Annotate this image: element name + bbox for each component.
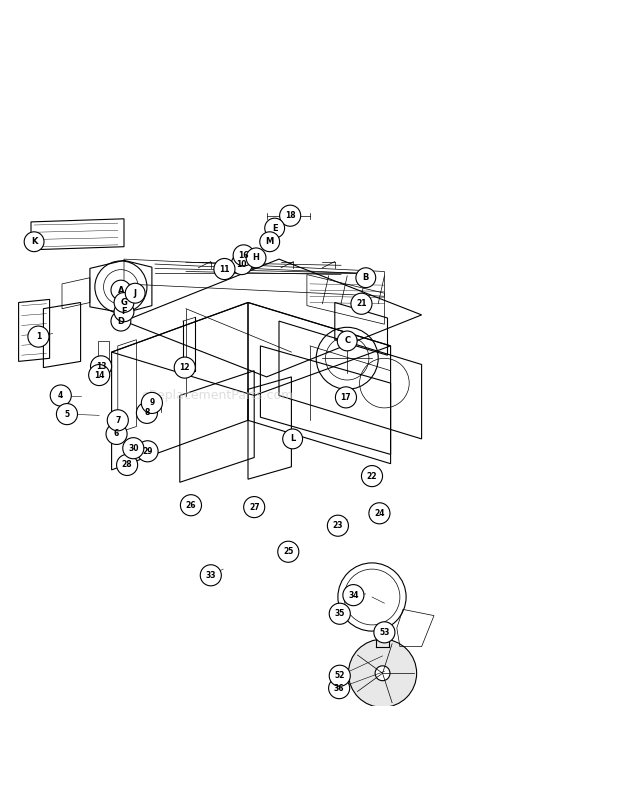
Circle shape [348, 639, 417, 707]
Circle shape [278, 541, 299, 562]
Circle shape [369, 503, 390, 524]
Circle shape [329, 604, 350, 624]
Circle shape [200, 565, 221, 586]
Circle shape [351, 293, 372, 314]
Text: 6: 6 [114, 430, 119, 438]
Text: 5: 5 [64, 410, 69, 418]
Circle shape [107, 410, 128, 431]
Text: 27: 27 [249, 502, 260, 512]
Text: 1: 1 [36, 332, 41, 341]
Circle shape [260, 232, 280, 252]
Circle shape [283, 429, 303, 448]
Circle shape [123, 437, 144, 459]
Text: 34: 34 [348, 591, 358, 600]
Circle shape [106, 423, 127, 445]
Circle shape [246, 248, 266, 268]
Text: 33: 33 [206, 571, 216, 580]
Circle shape [265, 218, 285, 238]
Circle shape [141, 392, 162, 414]
Circle shape [28, 326, 49, 347]
Text: K: K [31, 237, 37, 246]
Circle shape [329, 678, 350, 698]
Text: 22: 22 [367, 471, 377, 481]
Text: L: L [290, 434, 295, 444]
Text: 30: 30 [128, 444, 138, 452]
Circle shape [125, 283, 145, 303]
Text: 14: 14 [94, 370, 104, 380]
Circle shape [337, 331, 357, 351]
Circle shape [111, 280, 131, 300]
Circle shape [214, 259, 235, 279]
Circle shape [244, 497, 265, 517]
Text: M: M [265, 237, 274, 246]
Text: 11: 11 [219, 264, 229, 274]
Circle shape [56, 403, 78, 425]
Text: A: A [118, 286, 124, 294]
Circle shape [327, 515, 348, 536]
Circle shape [24, 232, 44, 252]
Text: 13: 13 [96, 361, 106, 371]
Circle shape [89, 365, 110, 385]
Text: 52: 52 [335, 672, 345, 680]
Text: H: H [252, 253, 260, 263]
Circle shape [114, 302, 134, 322]
Text: 23: 23 [333, 521, 343, 530]
Circle shape [375, 666, 390, 681]
Circle shape [356, 268, 376, 288]
Text: 25: 25 [283, 547, 293, 556]
Text: 21: 21 [356, 299, 366, 308]
Text: F: F [121, 307, 127, 316]
Circle shape [174, 357, 195, 378]
Circle shape [374, 622, 395, 643]
Text: 28: 28 [122, 460, 133, 469]
Text: 29: 29 [143, 447, 153, 456]
Text: 7: 7 [115, 416, 120, 425]
Circle shape [233, 245, 254, 266]
Text: 16: 16 [239, 251, 249, 260]
Circle shape [91, 356, 112, 377]
Text: 24: 24 [374, 509, 384, 518]
Text: C: C [344, 336, 350, 346]
Circle shape [361, 466, 383, 486]
Circle shape [231, 254, 252, 274]
Circle shape [50, 385, 71, 406]
Circle shape [137, 441, 158, 462]
Text: 36: 36 [334, 683, 344, 693]
Text: 10: 10 [237, 259, 247, 269]
Text: E: E [272, 224, 278, 233]
Circle shape [136, 403, 157, 423]
Text: 18: 18 [285, 211, 296, 220]
Circle shape [117, 454, 138, 475]
Text: 4: 4 [58, 391, 63, 400]
Text: B: B [363, 273, 369, 282]
Circle shape [180, 494, 202, 516]
Bar [98, 341, 109, 365]
Circle shape [111, 311, 131, 331]
Circle shape [329, 665, 350, 687]
Circle shape [335, 387, 356, 408]
Text: 17: 17 [340, 393, 352, 402]
Text: 26: 26 [186, 501, 196, 509]
Circle shape [114, 293, 134, 312]
Circle shape [280, 205, 301, 226]
Text: 35: 35 [335, 609, 345, 619]
Text: 9: 9 [149, 399, 154, 407]
Text: L: L [290, 434, 296, 444]
Text: 12: 12 [180, 363, 190, 372]
Circle shape [343, 585, 364, 606]
Text: D: D [117, 316, 125, 326]
Text: 8: 8 [144, 408, 149, 418]
Text: J: J [134, 289, 136, 297]
Text: 53: 53 [379, 628, 389, 637]
Text: G: G [120, 298, 128, 307]
Text: eReplacementParts.com: eReplacementParts.com [141, 389, 293, 402]
